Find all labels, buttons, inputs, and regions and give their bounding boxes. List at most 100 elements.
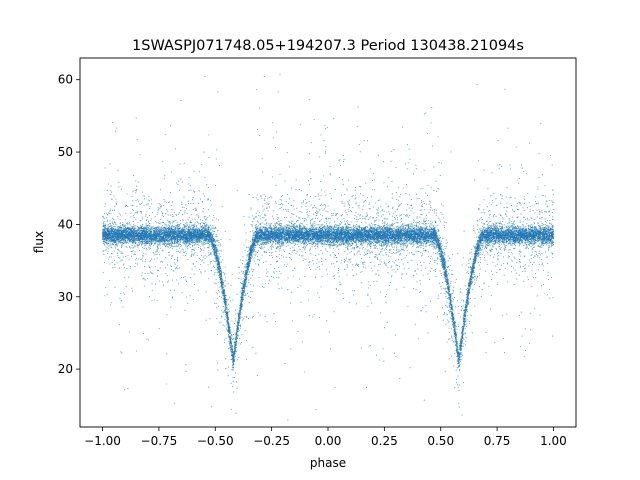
data-point bbox=[197, 289, 199, 291]
data-point bbox=[408, 207, 410, 209]
data-point bbox=[202, 219, 204, 221]
data-point bbox=[494, 342, 496, 344]
data-point bbox=[374, 220, 376, 222]
data-point bbox=[214, 242, 216, 244]
data-point bbox=[298, 189, 300, 191]
data-point bbox=[359, 217, 361, 219]
data-point bbox=[443, 225, 445, 227]
data-point bbox=[383, 182, 385, 184]
data-point bbox=[266, 201, 268, 203]
data-point bbox=[169, 125, 171, 127]
data-point bbox=[328, 246, 330, 248]
scatter-points bbox=[102, 73, 554, 421]
data-point bbox=[419, 291, 421, 293]
data-point bbox=[485, 250, 487, 253]
data-point bbox=[277, 91, 279, 93]
data-point bbox=[275, 202, 277, 204]
data-point bbox=[270, 225, 272, 227]
data-point bbox=[442, 281, 444, 283]
data-point bbox=[315, 244, 317, 246]
data-point bbox=[497, 255, 499, 257]
data-point bbox=[394, 222, 396, 224]
data-point bbox=[377, 154, 379, 156]
data-point bbox=[474, 305, 476, 307]
data-point bbox=[392, 206, 394, 208]
data-point bbox=[170, 214, 172, 216]
data-point bbox=[208, 254, 210, 256]
data-point bbox=[208, 278, 210, 280]
data-point bbox=[491, 172, 493, 174]
data-point bbox=[463, 257, 465, 259]
data-point bbox=[346, 247, 348, 249]
data-point bbox=[270, 246, 272, 248]
data-point bbox=[330, 243, 332, 245]
data-point bbox=[321, 215, 323, 217]
data-point bbox=[154, 216, 156, 218]
data-point bbox=[270, 275, 272, 278]
data-point bbox=[433, 212, 435, 214]
data-point bbox=[330, 198, 332, 200]
data-point bbox=[192, 190, 194, 192]
data-point bbox=[350, 221, 352, 223]
data-point bbox=[526, 242, 528, 244]
data-point bbox=[540, 221, 542, 223]
data-point bbox=[413, 288, 415, 290]
data-point bbox=[456, 367, 458, 369]
data-point bbox=[459, 364, 461, 366]
data-point bbox=[124, 277, 126, 279]
data-point bbox=[459, 360, 461, 362]
data-point bbox=[260, 225, 262, 227]
data-point bbox=[488, 202, 490, 204]
data-point bbox=[300, 190, 302, 192]
data-point bbox=[117, 255, 119, 257]
data-point bbox=[110, 213, 112, 215]
data-point bbox=[194, 244, 196, 246]
data-point bbox=[395, 356, 397, 358]
data-point bbox=[420, 188, 422, 190]
data-point bbox=[117, 225, 119, 228]
data-point bbox=[305, 218, 307, 220]
data-point bbox=[174, 258, 176, 261]
data-point bbox=[203, 151, 205, 153]
data-point bbox=[451, 253, 454, 255]
data-point bbox=[259, 241, 261, 243]
data-point bbox=[406, 214, 408, 216]
data-point bbox=[457, 341, 459, 343]
data-point bbox=[368, 345, 370, 347]
data-point bbox=[490, 225, 492, 227]
data-point bbox=[544, 195, 546, 197]
chart-title: 1SWASPJ071748.05+194207.3 Period 130438.… bbox=[132, 38, 524, 54]
data-point bbox=[171, 224, 173, 226]
data-point bbox=[280, 273, 282, 275]
data-point bbox=[285, 209, 287, 211]
data-point bbox=[227, 340, 229, 342]
data-point bbox=[215, 239, 218, 241]
data-point bbox=[521, 167, 523, 169]
data-point bbox=[479, 268, 481, 270]
data-point bbox=[311, 246, 313, 248]
data-point bbox=[348, 210, 350, 213]
data-point bbox=[168, 224, 170, 226]
data-point bbox=[545, 256, 547, 258]
data-point bbox=[170, 244, 172, 246]
data-point bbox=[272, 215, 274, 217]
data-point bbox=[223, 271, 225, 274]
data-point bbox=[414, 254, 416, 256]
data-point bbox=[380, 249, 382, 251]
data-point bbox=[431, 209, 434, 211]
data-point bbox=[216, 272, 218, 274]
data-point bbox=[423, 261, 425, 263]
data-point bbox=[552, 201, 554, 203]
data-point bbox=[255, 263, 257, 265]
data-point bbox=[424, 242, 426, 244]
data-point bbox=[441, 288, 443, 290]
data-point bbox=[396, 199, 398, 201]
data-point bbox=[243, 277, 245, 280]
data-point bbox=[203, 241, 205, 244]
data-point bbox=[124, 227, 127, 229]
data-point bbox=[455, 278, 457, 280]
data-point bbox=[202, 226, 204, 228]
data-point bbox=[496, 241, 498, 243]
data-point bbox=[263, 214, 265, 216]
data-point bbox=[493, 254, 495, 256]
